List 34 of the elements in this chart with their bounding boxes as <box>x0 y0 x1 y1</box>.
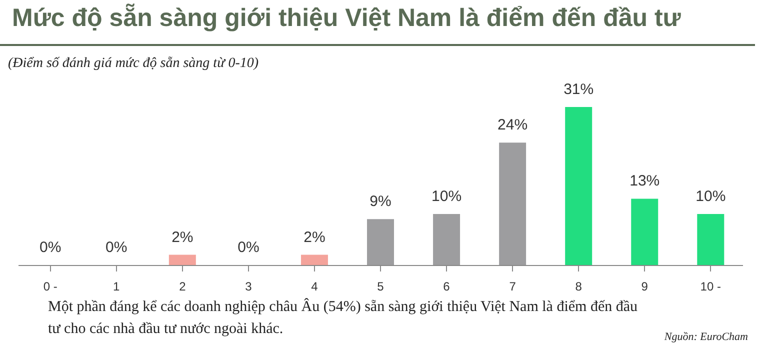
data-label: 13% <box>630 172 660 190</box>
data-label: 0% <box>238 239 260 256</box>
data-label: 31% <box>564 81 594 98</box>
data-label: 10% <box>432 188 462 206</box>
data-label: 0% <box>106 239 128 256</box>
bar <box>433 214 460 265</box>
x-tick-label: 3 <box>245 280 252 294</box>
chart-subtitle: (Điểm số đánh giá mức độ sẵn sàng từ 0-10) <box>8 56 259 72</box>
x-tick-label: 2 <box>179 280 186 294</box>
bar <box>499 142 526 265</box>
bar <box>300 254 328 265</box>
data-label: 2% <box>172 228 194 246</box>
bar <box>168 254 196 265</box>
chart-title: Mức độ sẵn sàng giới thiệu Việt Nam là điểm đến đầu tư <box>12 4 681 33</box>
data-label: 9% <box>370 193 392 210</box>
x-tick-label: 1 <box>113 280 120 294</box>
x-tick-label: 0 - <box>43 280 58 294</box>
x-tick-label: 9 <box>641 280 648 294</box>
text: Một phần đáng kể các doanh nghiệp châu Âu (54%) sẵn sàng giới thiệu Việt Nam là điểm đến đầu tư cho các nhà đầu tư nước ngoài khác. <box>48 297 639 339</box>
bar <box>697 214 724 265</box>
text: Nguồn: EuroCham <box>664 331 748 343</box>
x-tick-label: 5 <box>377 280 384 294</box>
data-label: 24% <box>498 116 528 134</box>
data-label: 10% <box>696 188 726 206</box>
bar <box>631 198 658 265</box>
x-tick-label: 6 <box>443 280 450 294</box>
x-tick-label: 4 <box>311 280 318 294</box>
data-label: 2% <box>304 228 326 246</box>
x-tick-label: 7 <box>509 280 516 294</box>
x-tick-label: 10 - <box>700 280 721 294</box>
bar <box>565 107 592 265</box>
bar <box>367 219 394 265</box>
x-tick-label: 8 <box>575 280 582 294</box>
data-label: 0% <box>40 239 62 256</box>
